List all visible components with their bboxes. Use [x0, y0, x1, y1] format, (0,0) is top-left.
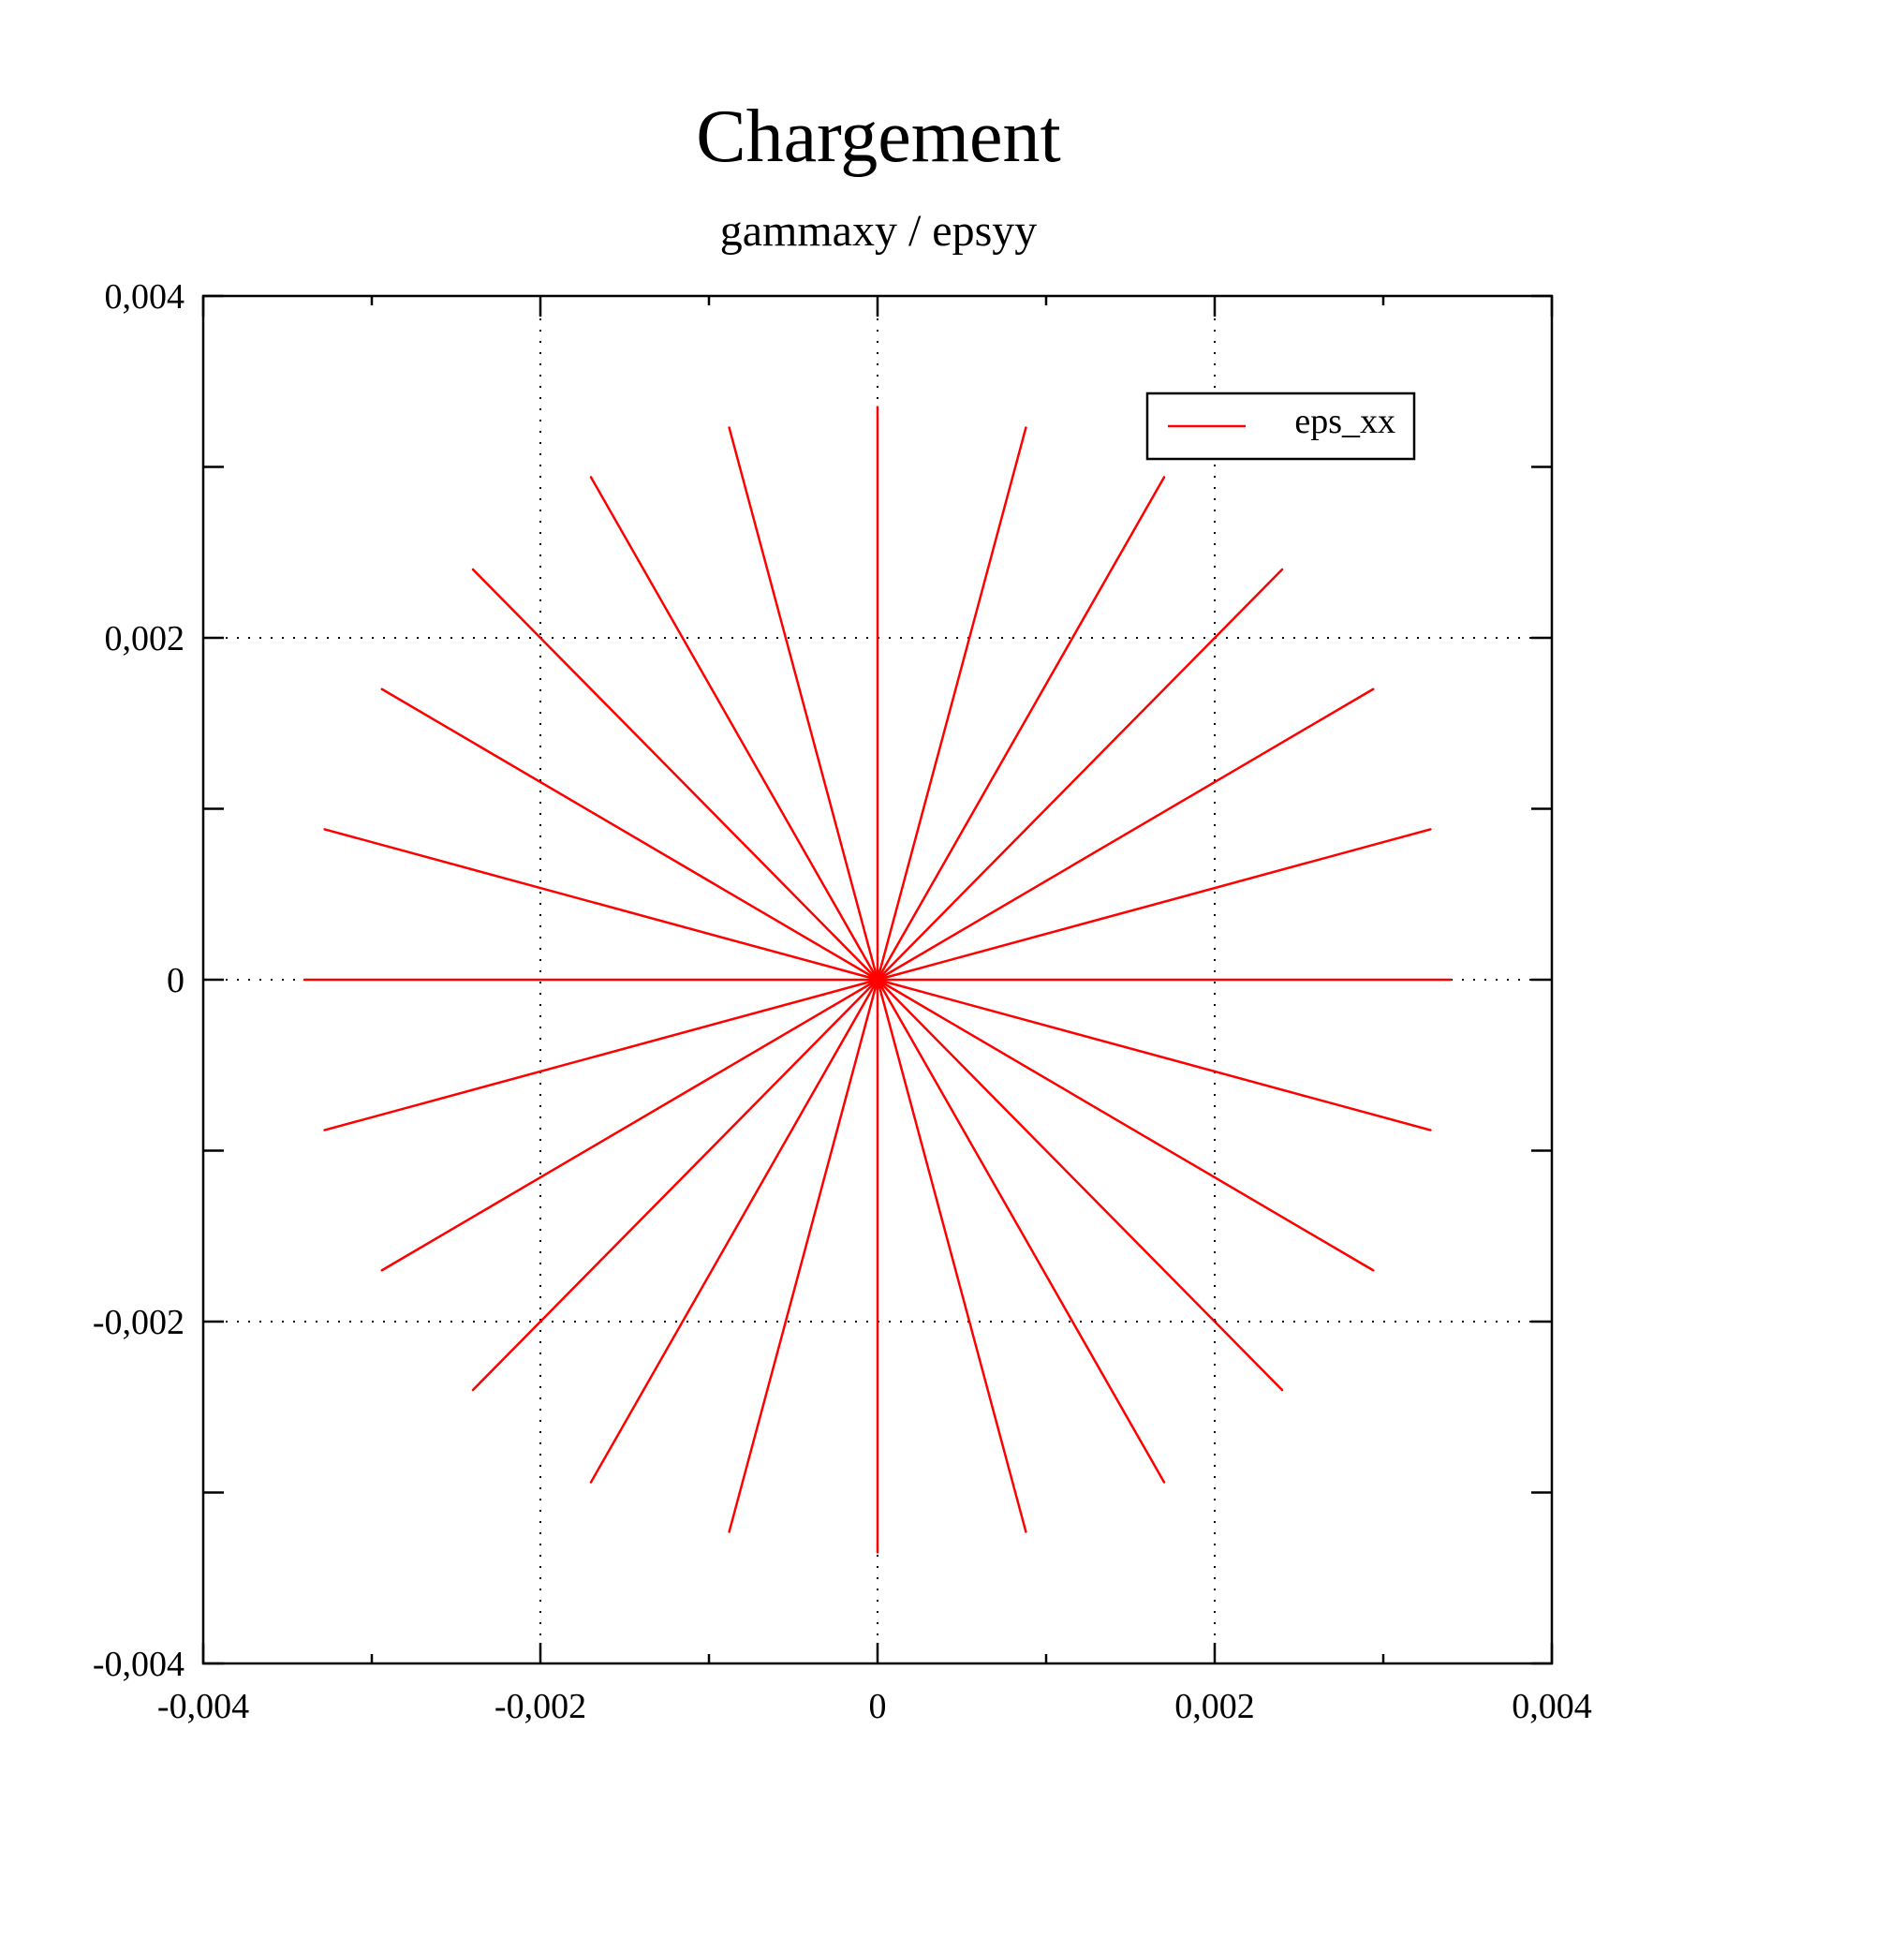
x-axis-labels: -0,004 -0,002 0 0,002 0,004	[157, 1687, 1592, 1726]
series-segment	[876, 828, 1432, 982]
series-segment	[876, 978, 1432, 1131]
series-segment	[876, 978, 1166, 1484]
chart-title: Chargement	[696, 96, 1061, 178]
y-tick-label: 0,004	[105, 277, 185, 317]
x-tick-label: 0,004	[1512, 1687, 1592, 1726]
x-tick-label: 0,002	[1174, 1687, 1255, 1726]
series-origin-point	[869, 971, 886, 988]
series-segment	[380, 687, 879, 982]
series-segment	[876, 687, 1375, 982]
series-segment	[471, 568, 879, 982]
series-segment	[876, 978, 1284, 1392]
series-eps-xx	[303, 406, 1453, 1554]
x-tick-label: -0,004	[157, 1687, 249, 1726]
series-segment	[728, 426, 879, 982]
series-segment	[876, 476, 1166, 982]
legend-label: eps_xx	[1294, 402, 1395, 441]
y-axis-labels: -0,004 -0,002 0 0,002 0,004	[93, 277, 184, 1684]
y-tick-label: -0,004	[93, 1645, 184, 1684]
y-tick-label: 0,002	[105, 619, 185, 658]
series-segment	[323, 828, 879, 982]
legend: eps_xx	[1145, 392, 1416, 461]
series-segment	[728, 978, 879, 1533]
y-tick-label: 0	[167, 961, 184, 1000]
series-segment	[876, 426, 1027, 982]
series-segment	[876, 568, 1284, 982]
chart-subtitle: gammaxy / epsyy	[720, 206, 1038, 256]
series-segment	[471, 978, 879, 1392]
series-segment	[380, 978, 879, 1272]
series-segment	[876, 978, 1027, 1533]
x-tick-label: 0	[869, 1687, 887, 1726]
axis-ticks	[201, 294, 1554, 1665]
series-segment	[589, 476, 879, 982]
y-tick-label: -0,002	[93, 1303, 184, 1342]
x-tick-label: -0,002	[494, 1687, 586, 1726]
series-segment	[323, 978, 879, 1131]
series-segment	[589, 978, 879, 1484]
series-segment	[876, 978, 1375, 1272]
